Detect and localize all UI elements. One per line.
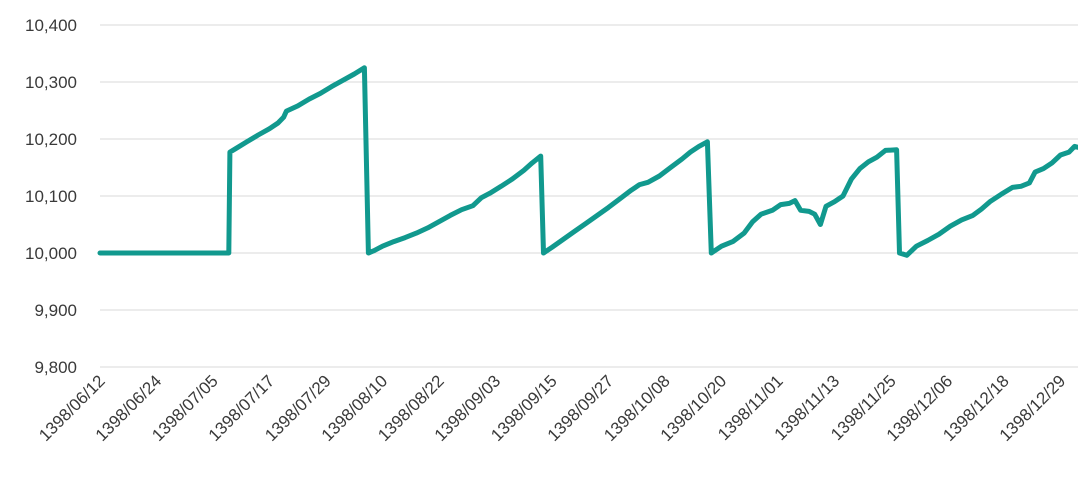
y-tick-label: 10,300 bbox=[25, 73, 77, 92]
y-tick-label: 10,100 bbox=[25, 187, 77, 206]
x-axis-tick-labels: 1398/06/121398/06/241398/07/051398/07/17… bbox=[35, 371, 1069, 445]
y-tick-label: 9,800 bbox=[34, 358, 77, 377]
y-tick-label: 9,900 bbox=[34, 301, 77, 320]
y-tick-label: 10,200 bbox=[25, 130, 77, 149]
series-line-layer bbox=[97, 65, 1078, 258]
y-axis-tick-labels: 9,800 9,900 10,000 10,100 10,200 10,300 10,400 bbox=[25, 16, 77, 377]
y-tick-label: 10,000 bbox=[25, 244, 77, 263]
y-tick-label: 10,400 bbox=[25, 16, 77, 35]
grid-lines bbox=[100, 24, 1078, 368]
series-line-0 bbox=[97, 65, 1078, 258]
